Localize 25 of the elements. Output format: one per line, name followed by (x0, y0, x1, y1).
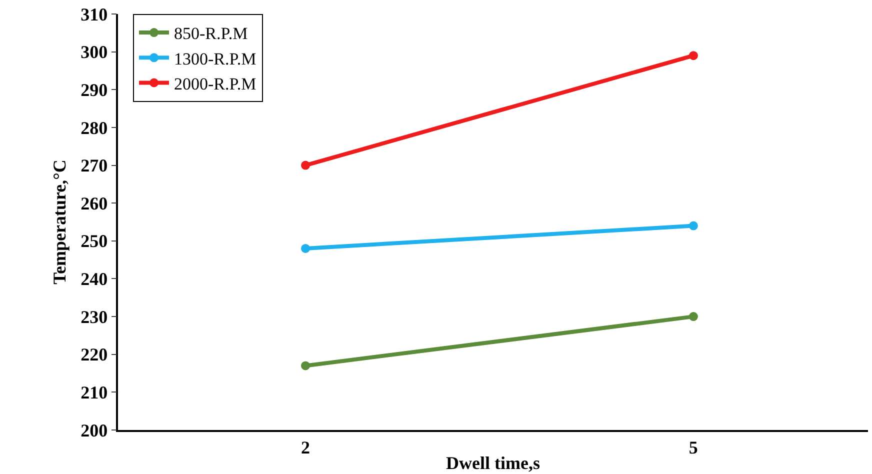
point (301, 160, 310, 170)
point (688, 51, 698, 60)
y-tick-label: 280 (80, 118, 108, 138)
point (688, 312, 698, 322)
y-tick-label: 300 (80, 42, 108, 62)
point (688, 221, 698, 230)
point (301, 244, 310, 253)
y-axis-title: Temperature,°C (49, 160, 70, 284)
y-tick-label: 240 (80, 269, 108, 290)
legend-label: 850-R.P.M (174, 24, 248, 44)
y-tick-label: 250 (80, 231, 108, 252)
y-tick-label: 230 (80, 306, 108, 327)
y-tick-label: 220 (80, 344, 108, 365)
y-tick-label: 200 (80, 420, 108, 440)
y-tick-label: 290 (80, 80, 108, 100)
x-tick-label: 2 (301, 437, 310, 458)
y-tick-label: 310 (80, 4, 108, 24)
legend-label: 2000-R.P.M (174, 74, 256, 94)
y-tick-label: 260 (80, 193, 108, 214)
legend-label: 1300-R.P.M (174, 49, 256, 68)
x-tick-label: 5 (688, 437, 698, 458)
x-axis-title: Dwell time,s (446, 452, 540, 473)
y-tick-label: 210 (80, 382, 108, 402)
y-tick-label: 270 (80, 156, 108, 176)
point (301, 361, 310, 370)
